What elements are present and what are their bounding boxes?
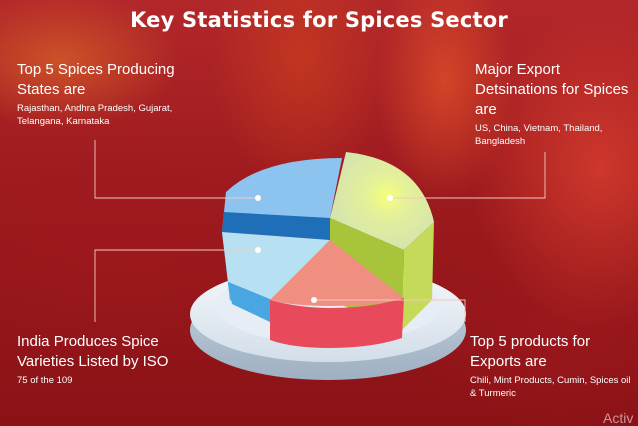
leader-line-bottom-left [94, 249, 258, 322]
stat-export-products-detail: Chili, Mint Products, Cumin, Spices oil … [470, 375, 631, 399]
marker-dot-light-blue [255, 247, 261, 253]
marker-dot-lime [387, 195, 393, 201]
slice-light-blue [222, 232, 330, 300]
leader-lines [94, 140, 546, 322]
slice-dark-blue [222, 212, 330, 240]
stat-producing-states-detail: Rajasthan, Andhra Pradesh, Gujarat, Tela… [17, 103, 173, 127]
stat-iso-varieties-heading: India Produces Spice Varieties Listed by… [17, 333, 169, 370]
slice-lime-side-right [402, 222, 434, 330]
marker-dot-salmon [311, 297, 317, 303]
stat-export-destinations: Major Export Detsinations for Spices are… [475, 60, 635, 148]
page-title: Key Statistics for Spices Sector [130, 8, 508, 32]
leader-line-bottom-right [314, 299, 466, 322]
stat-producing-states-heading: Top 5 Spices Producing States are [17, 61, 175, 98]
watermark-text: Activ [603, 410, 634, 426]
stat-export-products: Top 5 products for Exports are Chili, Mi… [470, 332, 635, 400]
slice-salmon-front [270, 298, 404, 348]
leader-line-top-left [94, 140, 258, 199]
stat-export-destinations-detail: US, China, Vietnam, Thailand, Bangladesh [475, 123, 603, 147]
stat-export-destinations-heading: Major Export Detsinations for Spices are [475, 61, 629, 118]
stat-producing-states: Top 5 Spices Producing States are Rajast… [17, 60, 217, 128]
marker-dot-blue [255, 195, 261, 201]
stat-iso-varieties: India Produces Spice Varieties Listed by… [17, 332, 207, 387]
stat-export-products-heading: Top 5 products for Exports are [470, 333, 591, 370]
stat-iso-varieties-detail: 75 of the 109 [17, 375, 73, 386]
leader-line-top-right [390, 152, 546, 199]
slice-light-blue-front [228, 282, 272, 322]
slice-lime [330, 152, 434, 250]
slice-salmon [270, 240, 404, 306]
slice-blue [222, 158, 342, 232]
